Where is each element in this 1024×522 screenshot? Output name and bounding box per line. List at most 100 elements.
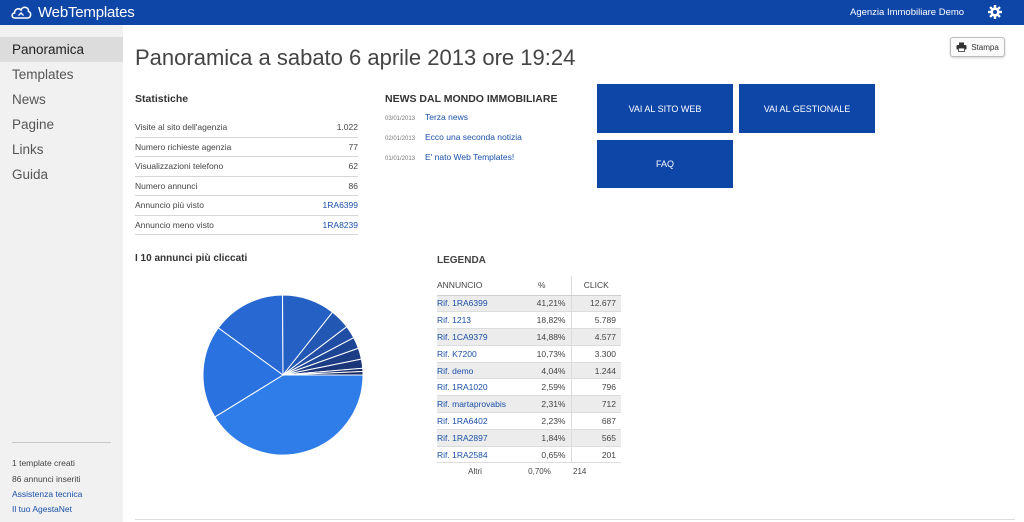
brand[interactable]: WebTemplates <box>10 3 135 21</box>
legend-link[interactable]: Rif. demo <box>437 362 513 380</box>
legend-other-name: Altri <box>468 467 482 477</box>
stat-row: Numero richieste agenzia 77 <box>135 138 358 157</box>
legend-table: ANNUNCIO % CLICK Rif. 1RA6399 41,21% 12.67… <box>437 276 621 480</box>
pie-slice-rif-1ca9379[interactable] <box>217 294 284 376</box>
news-date: 03/01/2013 <box>385 116 416 122</box>
legend-click: 796 <box>571 378 621 397</box>
stat-value: 86 <box>348 180 358 191</box>
page-title: Panoramica a sabato 6 aprile 2013 ore 19… <box>135 45 576 70</box>
legend-link[interactable]: Rif. 1RA1020 <box>437 378 513 397</box>
most-viewed-link[interactable]: 1RA6399 <box>322 200 358 210</box>
stat-label: Visualizzazioni telefono <box>135 161 224 171</box>
stats-heading: Statistiche <box>135 93 189 105</box>
legend-pct: 18,82% <box>513 311 572 330</box>
pie-slice-altri[interactable] <box>282 370 364 376</box>
legend-pct: 14,88% <box>513 328 572 346</box>
news-item: 03/01/2013 Terza news <box>385 112 522 132</box>
sidebar-item-panoramica[interactable]: Panoramica <box>0 37 123 62</box>
stat-row: Visite al sito dell'agenzia 1.022 <box>135 118 358 138</box>
table-row: Rif. 1RA2897 1,84% 565 <box>437 429 621 447</box>
sidebar-item-pagine[interactable]: Pagine <box>12 117 55 132</box>
legend-pct: 1,84% <box>513 429 572 447</box>
tile-gestionale[interactable]: VAI AL GESTIONALE <box>739 84 875 133</box>
stat-value: 77 <box>348 141 358 152</box>
legend-link[interactable]: Rif. martaprovabis <box>437 395 513 414</box>
legend-link[interactable]: Rif. 1RA6399 <box>437 295 513 313</box>
table-row: Rif. demo 4,04% 1.244 <box>437 362 621 380</box>
news-item: 02/01/2013 Ecco una seconda notizia <box>385 132 522 152</box>
legend-link[interactable]: Rif. 1CA9379 <box>437 328 513 346</box>
assistenza-link[interactable]: Assistenza tecnica <box>12 489 83 499</box>
news-heading: NEWS DAL MONDO IMMOBILIARE <box>385 93 558 105</box>
legend-link[interactable]: Rif. 1RA2897 <box>437 429 513 447</box>
legend-link[interactable]: Rif. K7200 <box>437 345 513 363</box>
stat-label: Annuncio meno visto <box>135 219 214 230</box>
tile-faq[interactable]: FAQ <box>597 140 733 188</box>
stat-row: Visualizzazioni telefono 62 <box>135 157 358 177</box>
legend-link[interactable]: Rif. 1RA6402 <box>437 412 513 430</box>
table-row: Rif. 1RA1020 2,59% 796 <box>437 378 621 397</box>
print-label: Stampa <box>971 42 999 52</box>
cloud-logo-icon <box>11 6 32 19</box>
annunci-count: 86 annunci inseriti <box>12 474 81 484</box>
agestanet-link[interactable]: Il tuo AgestaNet <box>12 504 73 514</box>
legend-pct: 0,65% <box>513 446 572 464</box>
chart-title: I 10 annunci più cliccati <box>135 253 248 264</box>
sidebar-item-links[interactable]: Links <box>12 142 44 157</box>
printer-icon <box>956 42 967 52</box>
stat-row: Annuncio meno visto 1RA8239 <box>135 216 358 235</box>
sidebar-nav: Panoramica Templates News Pagine Links G… <box>0 37 123 187</box>
stat-value: 1.022 <box>336 122 358 132</box>
agency-name[interactable]: Agenzia Immobiliare Demo <box>850 7 965 18</box>
legend-click: 1.244 <box>571 362 621 380</box>
stat-row: Numero annunci 86 <box>135 177 358 196</box>
sidebar: Panoramica Templates News Pagine Links G… <box>0 25 123 522</box>
legend-link[interactable]: Rif. 1RA2584 <box>437 446 513 464</box>
legend-click: 201 <box>571 446 621 464</box>
legend-click: 687 <box>571 412 621 430</box>
table-row: Rif. 1RA6399 41,21% 12.677 <box>437 295 621 313</box>
legend-other-pct: 0,70% <box>528 467 551 477</box>
col-annuncio: ANNUNCIO <box>437 276 513 296</box>
table-row: Rif. K7200 10,73% 3.300 <box>437 345 621 363</box>
stat-label: Numero annunci <box>135 180 198 191</box>
legend-pct: 2,31% <box>513 395 572 414</box>
stat-label: Annuncio più visto <box>135 200 204 210</box>
tile-sito-web[interactable]: VAI AL SITO WEB <box>597 84 733 133</box>
sidebar-item-guida[interactable]: Guida <box>12 167 49 182</box>
bottom-divider <box>135 519 1015 520</box>
stats-table: Visite al sito dell'agenzia 1.022 Numero… <box>135 118 358 235</box>
table-row-other: Altri 0,70% 214 <box>437 463 621 480</box>
table-row: Rif. 1RA2584 0,65% 201 <box>437 446 621 464</box>
table-row: Rif. martaprovabis 2,31% 712 <box>437 395 621 414</box>
news-link[interactable]: Ecco una seconda notizia <box>425 132 522 142</box>
legend-click: 12.677 <box>571 295 621 313</box>
legend-click: 565 <box>571 429 621 447</box>
table-row: Rif. 1213 18,82% 5.789 <box>437 311 621 330</box>
print-button[interactable]: Stampa <box>950 37 1005 57</box>
sidebar-item-news[interactable]: News <box>12 92 46 107</box>
legend-pct: 10,73% <box>513 345 572 363</box>
top-bar: WebTemplates Agenzia Immobiliare Demo <box>0 0 1024 25</box>
news-date: 02/01/2013 <box>385 136 416 142</box>
news-date: 01/01/2013 <box>385 156 416 162</box>
table-row: Rif. 1CA9379 14,88% 4.577 <box>437 328 621 346</box>
legend-click: 5.789 <box>571 311 621 330</box>
sidebar-item-templates[interactable]: Templates <box>12 67 74 82</box>
pie-slice-rif-1213[interactable] <box>202 327 284 418</box>
col-click: CLICK <box>571 276 621 296</box>
news-list: 03/01/2013 Terza news 02/01/2013 Ecco un… <box>385 112 522 172</box>
legend-click: 4.577 <box>571 328 621 346</box>
news-link[interactable]: E' nato Web Templates! <box>425 152 515 162</box>
gear-icon[interactable] <box>987 4 1003 20</box>
news-link[interactable]: Terza news <box>425 112 468 122</box>
stat-row: Annuncio più visto 1RA6399 <box>135 196 358 216</box>
brand-name: WebTemplates <box>38 3 135 21</box>
least-viewed-link[interactable]: 1RA8239 <box>322 219 358 230</box>
pie-slice-rif-1ra6399[interactable] <box>214 374 364 456</box>
stat-label: Numero richieste agenzia <box>135 141 232 152</box>
sidebar-divider <box>12 442 111 443</box>
table-row: Rif. 1RA6402 2,23% 687 <box>437 412 621 430</box>
legend-other-click: 214 <box>573 467 587 477</box>
legend-link[interactable]: Rif. 1213 <box>437 311 513 330</box>
